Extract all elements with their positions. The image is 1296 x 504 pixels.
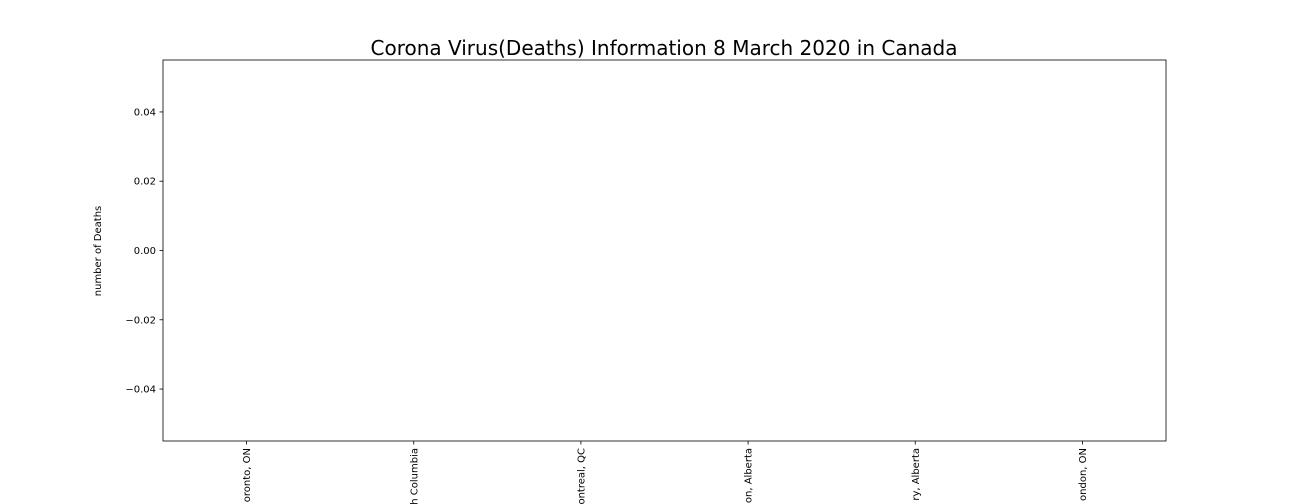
y-tick-label: 0.02 bbox=[134, 177, 156, 188]
x-tick-label: oronto, ON bbox=[242, 448, 253, 502]
x-tick-label: ry, Alberta bbox=[911, 448, 922, 501]
y-tick-label: 0.00 bbox=[134, 246, 156, 257]
y-axis-label: number of Deaths bbox=[93, 206, 104, 296]
chart-title: Corona Virus(Deaths) Information 8 March… bbox=[371, 36, 958, 60]
plot-frame bbox=[162, 59, 1167, 442]
y-tick-label: −0.02 bbox=[125, 315, 156, 326]
x-tick-label: h Columbia bbox=[409, 448, 420, 504]
x-tick-label: on, Alberta bbox=[744, 448, 755, 503]
x-tick-label: ontreal, QC bbox=[576, 448, 587, 504]
y-tick-label: −0.04 bbox=[125, 385, 156, 396]
x-tick-label: ondon, ON bbox=[1078, 448, 1089, 501]
y-tick-label: 0.04 bbox=[134, 107, 156, 118]
